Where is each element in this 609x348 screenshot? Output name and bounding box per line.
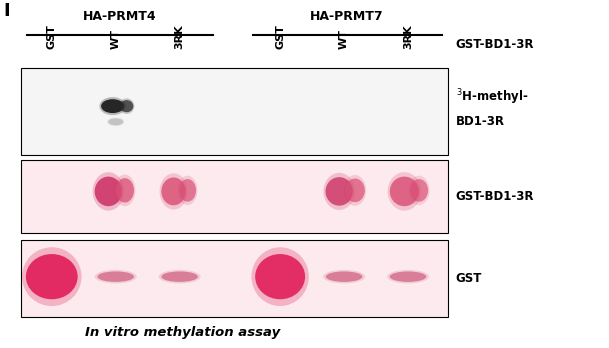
Text: GST-BD1-3R: GST-BD1-3R <box>456 38 534 51</box>
Text: WT: WT <box>339 29 349 49</box>
Text: HA-PRMT7: HA-PRMT7 <box>311 10 384 23</box>
Ellipse shape <box>95 176 122 206</box>
Ellipse shape <box>345 179 365 202</box>
Ellipse shape <box>325 177 353 206</box>
Ellipse shape <box>178 176 197 205</box>
Ellipse shape <box>107 117 124 126</box>
Text: BD1-3R: BD1-3R <box>456 115 504 128</box>
Ellipse shape <box>326 271 362 282</box>
Ellipse shape <box>119 98 135 114</box>
Ellipse shape <box>161 177 186 205</box>
Ellipse shape <box>390 176 419 206</box>
Text: WT: WT <box>111 29 121 49</box>
Ellipse shape <box>26 254 78 299</box>
Ellipse shape <box>116 178 134 203</box>
FancyBboxPatch shape <box>21 68 448 155</box>
Text: GST: GST <box>47 24 57 49</box>
Ellipse shape <box>179 179 196 201</box>
Ellipse shape <box>410 179 428 201</box>
FancyBboxPatch shape <box>21 240 448 317</box>
Ellipse shape <box>252 247 309 306</box>
Text: HA-PRMT4: HA-PRMT4 <box>83 10 157 23</box>
Ellipse shape <box>97 271 134 282</box>
Ellipse shape <box>101 99 124 113</box>
Ellipse shape <box>344 175 366 206</box>
Ellipse shape <box>387 172 421 211</box>
Ellipse shape <box>160 173 188 209</box>
Text: 3RK: 3RK <box>175 24 185 49</box>
Ellipse shape <box>323 270 365 283</box>
Ellipse shape <box>93 172 124 211</box>
Ellipse shape <box>158 270 201 283</box>
FancyBboxPatch shape <box>21 160 448 233</box>
Ellipse shape <box>387 270 429 283</box>
Ellipse shape <box>120 100 133 112</box>
Ellipse shape <box>161 271 198 282</box>
Text: GST-BD1-3R: GST-BD1-3R <box>456 190 534 203</box>
Text: 3RK: 3RK <box>403 24 413 49</box>
Ellipse shape <box>323 173 355 210</box>
Text: GST: GST <box>275 24 285 49</box>
Ellipse shape <box>114 174 135 206</box>
Ellipse shape <box>255 254 305 299</box>
Ellipse shape <box>108 118 123 125</box>
Text: I: I <box>3 2 10 20</box>
Ellipse shape <box>409 176 429 205</box>
Ellipse shape <box>99 97 126 115</box>
Text: $^{3}$H-methyl-: $^{3}$H-methyl- <box>456 88 528 107</box>
Ellipse shape <box>390 271 426 282</box>
Text: GST: GST <box>456 272 482 285</box>
Ellipse shape <box>95 270 136 283</box>
Ellipse shape <box>22 247 82 306</box>
Text: In vitro methylation assay: In vitro methylation assay <box>85 326 280 339</box>
